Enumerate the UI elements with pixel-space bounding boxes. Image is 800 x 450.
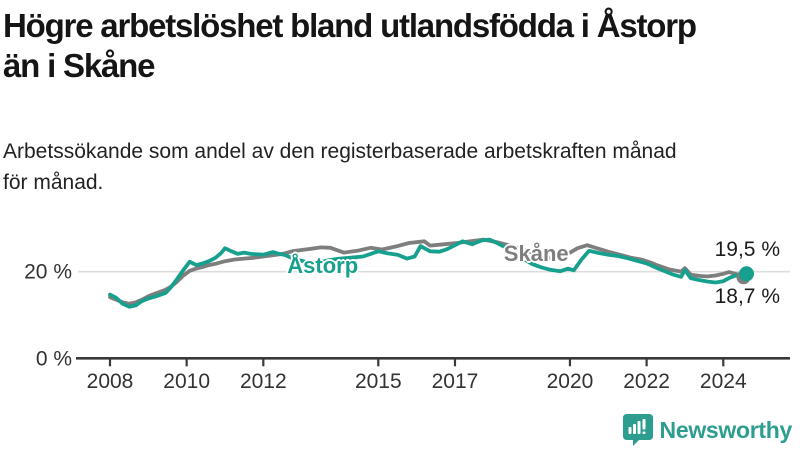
x-tick-label: 2022 (623, 370, 670, 393)
x-tick-label: 2010 (163, 370, 210, 393)
title-line-1: Högre arbetslöshet bland utlandsfödda i … (3, 7, 697, 44)
subtitle-line-1: Arbetssökande som andel av den registerb… (3, 140, 677, 163)
end-value-astorp: 19,5 % (714, 237, 780, 261)
end-value-skane: 18,7 % (714, 285, 780, 309)
title-line-2: än i Skåne (3, 47, 155, 84)
newsworthy-logo-link[interactable]: Newsworthy (622, 414, 793, 446)
series-line-skane (108, 237, 748, 306)
x-tick-label: 2024 (700, 370, 747, 393)
series-label-astorp: Åstorp (287, 253, 359, 278)
newsworthy-logo-icon (622, 414, 653, 446)
x-tick-label: 2015 (355, 370, 402, 393)
subtitle-line-2: för månad. (3, 171, 104, 194)
page-title: Högre arbetslöshet bland utlandsfödda i … (3, 6, 799, 86)
newsworthy-logo-text: Newsworthy (659, 416, 793, 443)
end-dot-astorp (739, 266, 755, 282)
x-tick-label: 2008 (87, 370, 134, 393)
chart-subtitle: Arbetssökande som andel av den registerb… (3, 136, 783, 198)
series-line-astorp (108, 237, 748, 309)
series-label-skane: Skåne (503, 240, 569, 266)
y-tick-label: 20 % (24, 261, 72, 284)
x-tick-label: 2012 (240, 370, 287, 393)
y-tick-label: 0 % (36, 347, 72, 370)
x-tick-label: 2020 (547, 370, 594, 393)
x-tick-label: 2017 (432, 370, 479, 393)
